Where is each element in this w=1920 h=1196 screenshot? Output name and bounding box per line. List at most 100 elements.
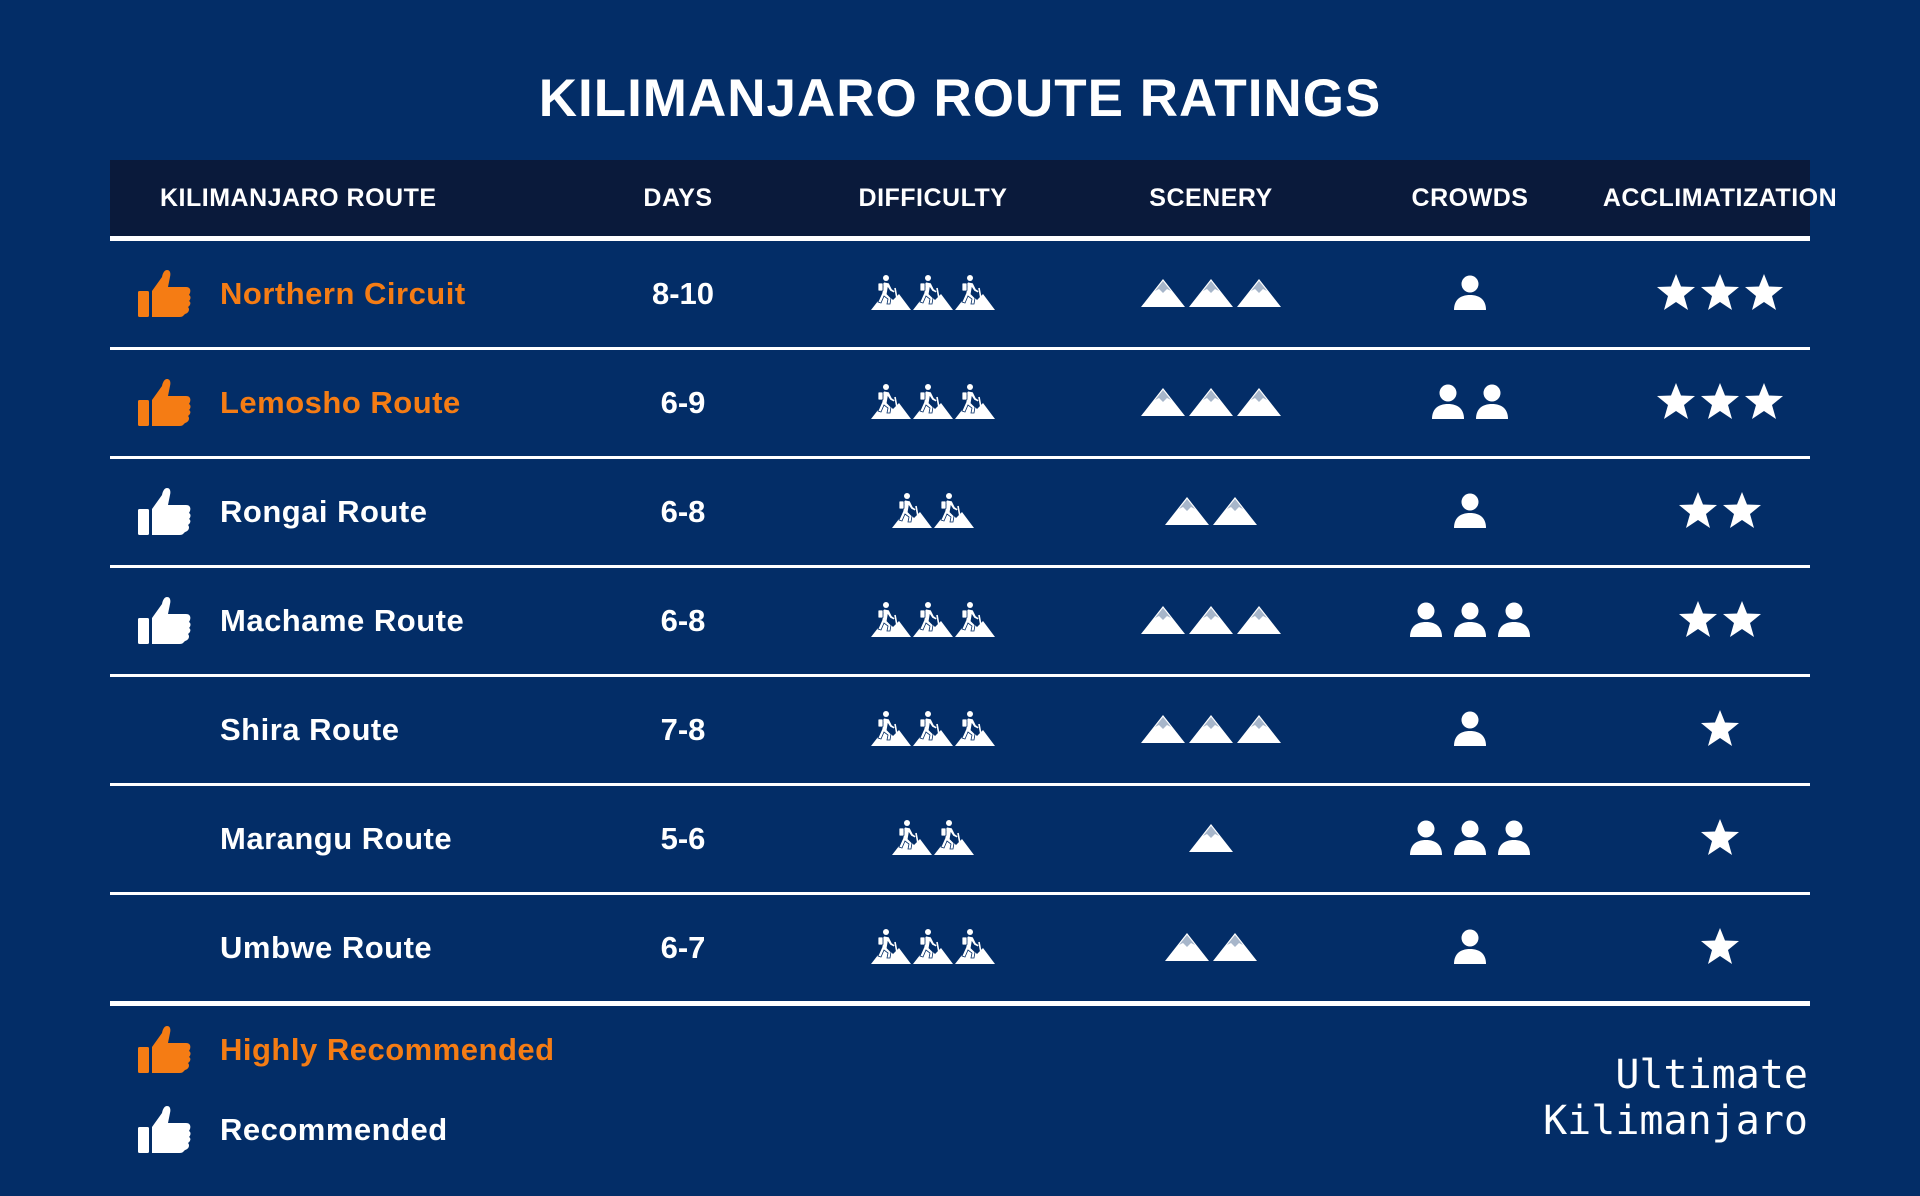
mountain-icon — [1189, 822, 1233, 857]
table-row: Marangu Route 5-6 — [110, 786, 1810, 895]
table-row: Lemosho Route 6-9 — [110, 350, 1810, 459]
star-icon — [1678, 600, 1718, 643]
star-icon — [1722, 600, 1762, 643]
table-row: Rongai Route 6-8 — [110, 459, 1810, 568]
mountain-icon — [1189, 277, 1233, 312]
hiker-icon — [955, 274, 995, 315]
route-days: 7-8 — [660, 712, 706, 747]
hiker-icon — [955, 928, 995, 969]
table-body: Northern Circuit 8-10 Lemosho Route 6-9 Rong… — [110, 241, 1810, 1006]
hiker-icon — [934, 492, 974, 533]
acclimatization-rating — [1530, 895, 1910, 1001]
hiker-icon — [955, 383, 995, 424]
crowds-rating — [1315, 786, 1625, 892]
mountain-icon — [1237, 386, 1281, 421]
route-days: 5-6 — [660, 821, 706, 856]
brand-line-2: Kilimanjaro — [1543, 1098, 1808, 1144]
thumbs-up-icon — [134, 1020, 194, 1080]
star-icon — [1656, 273, 1696, 316]
hiker-icon — [913, 601, 953, 642]
thumbs-up-icon — [134, 568, 194, 674]
person-icon — [1451, 818, 1489, 861]
route-name: Rongai Route — [220, 494, 428, 529]
difficulty-rating — [778, 241, 1088, 347]
star-icon — [1656, 382, 1696, 425]
person-icon — [1407, 600, 1445, 643]
acclimatization-rating — [1530, 677, 1910, 783]
column-header-crowds: CROWDS — [1411, 183, 1529, 212]
mountain-icon — [1237, 713, 1281, 748]
route-days: 6-9 — [660, 385, 706, 420]
hiker-icon — [913, 928, 953, 969]
mountain-icon — [1237, 604, 1281, 639]
mountain-icon — [1141, 604, 1185, 639]
star-icon — [1744, 273, 1784, 316]
acclimatization-rating — [1530, 786, 1910, 892]
route-name: Northern Circuit — [220, 276, 466, 311]
scenery-rating — [1056, 786, 1366, 892]
crowds-rating — [1315, 350, 1625, 456]
legend: Highly Recommended Recommended — [110, 1020, 810, 1180]
hiker-icon — [871, 383, 911, 424]
scenery-rating — [1056, 241, 1366, 347]
hiker-icon — [934, 819, 974, 860]
difficulty-rating — [778, 895, 1088, 1001]
brand-logo: Ultimate Kilimanjaro — [1543, 1052, 1808, 1144]
person-icon — [1451, 927, 1489, 970]
hiker-icon — [913, 383, 953, 424]
hiker-icon — [913, 274, 953, 315]
difficulty-rating — [778, 677, 1088, 783]
crowds-rating — [1315, 895, 1625, 1001]
thumbs-up-icon — [134, 241, 194, 347]
route-ratings-table: KILIMANJARO ROUTE DAYS DIFFICULTY SCENER… — [110, 160, 1837, 1006]
brand-line-1: Ultimate — [1615, 1052, 1808, 1098]
acclimatization-rating — [1530, 459, 1910, 565]
table-row: Shira Route 7-8 — [110, 677, 1810, 786]
route-days: 6-8 — [660, 603, 706, 638]
legend-label-highly-recommended: Highly Recommended — [220, 1032, 555, 1067]
mountain-icon — [1165, 495, 1209, 530]
crowds-rating — [1315, 568, 1625, 674]
column-header-scenery: SCENERY — [1149, 183, 1273, 212]
person-icon — [1495, 600, 1533, 643]
mountain-icon — [1189, 604, 1233, 639]
table-row: Machame Route 6-8 — [110, 568, 1810, 677]
star-icon — [1700, 273, 1740, 316]
recommendation-empty — [134, 895, 194, 1001]
hiker-icon — [871, 274, 911, 315]
difficulty-rating — [778, 786, 1088, 892]
mountain-icon — [1141, 713, 1185, 748]
star-icon — [1700, 927, 1740, 970]
column-header-route: KILIMANJARO ROUTE — [160, 183, 437, 212]
hiker-icon — [892, 819, 932, 860]
mountain-icon — [1189, 713, 1233, 748]
star-icon — [1678, 491, 1718, 534]
hiker-icon — [871, 601, 911, 642]
scenery-rating — [1056, 350, 1366, 456]
hiker-icon — [871, 928, 911, 969]
acclimatization-rating — [1530, 568, 1910, 674]
recommendation-empty — [134, 677, 194, 783]
scenery-rating — [1056, 677, 1366, 783]
person-icon — [1451, 709, 1489, 752]
legend-label-recommended: Recommended — [220, 1112, 448, 1147]
page-title: KILIMANJARO ROUTE RATINGS — [538, 69, 1382, 128]
recommendation-empty — [134, 786, 194, 892]
mountain-icon — [1141, 386, 1185, 421]
acclimatization-rating — [1530, 350, 1910, 456]
route-name: Machame Route — [220, 603, 465, 638]
legend-highly-recommended: Highly Recommended — [110, 1020, 810, 1100]
route-days: 6-7 — [660, 930, 706, 965]
table-row: Umbwe Route 6-7 — [110, 895, 1810, 1006]
mountain-icon — [1141, 277, 1185, 312]
difficulty-rating — [778, 350, 1088, 456]
route-name: Marangu Route — [220, 821, 453, 856]
person-icon — [1473, 382, 1511, 425]
thumbs-up-icon — [134, 459, 194, 565]
person-icon — [1451, 491, 1489, 534]
legend-recommended: Recommended — [110, 1100, 810, 1180]
difficulty-rating — [778, 459, 1088, 565]
column-header-acclimatization: ACCLIMATIZATION — [1602, 183, 1838, 212]
mountain-icon — [1213, 931, 1257, 966]
acclimatization-rating — [1530, 241, 1910, 347]
